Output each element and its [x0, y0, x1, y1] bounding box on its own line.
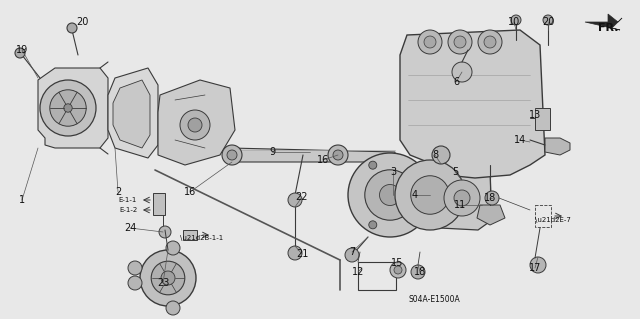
Circle shape: [15, 48, 25, 58]
Text: 13: 13: [529, 110, 541, 120]
Polygon shape: [158, 80, 235, 165]
Circle shape: [288, 193, 302, 207]
Circle shape: [418, 30, 442, 54]
Text: 21: 21: [296, 249, 308, 259]
Text: FR.: FR.: [598, 23, 618, 33]
Text: 14: 14: [514, 135, 526, 145]
Circle shape: [50, 90, 86, 126]
Circle shape: [369, 161, 377, 169]
Text: 7: 7: [349, 247, 355, 257]
Polygon shape: [545, 138, 570, 155]
Circle shape: [67, 23, 77, 33]
Circle shape: [64, 104, 72, 112]
Circle shape: [380, 184, 401, 205]
Text: 16: 16: [317, 155, 329, 165]
Circle shape: [180, 110, 210, 140]
Bar: [183, 230, 197, 240]
Bar: [358, 262, 396, 290]
Circle shape: [166, 241, 180, 255]
Polygon shape: [400, 30, 545, 178]
Circle shape: [454, 190, 470, 206]
Circle shape: [40, 80, 96, 136]
Circle shape: [543, 15, 553, 25]
Circle shape: [369, 221, 377, 229]
Circle shape: [348, 153, 432, 237]
Circle shape: [478, 30, 502, 54]
Circle shape: [333, 150, 343, 160]
Text: \u21d2B-1-1: \u21d2B-1-1: [180, 235, 223, 241]
Circle shape: [448, 30, 472, 54]
Text: E-1-2: E-1-2: [119, 207, 137, 213]
Circle shape: [166, 301, 180, 315]
Text: 9: 9: [269, 147, 275, 157]
Polygon shape: [477, 205, 505, 225]
Circle shape: [128, 276, 142, 290]
Circle shape: [222, 145, 242, 165]
Circle shape: [411, 176, 449, 214]
Circle shape: [511, 15, 521, 25]
Text: 20: 20: [76, 17, 88, 27]
Circle shape: [530, 257, 546, 273]
Text: 11: 11: [454, 200, 466, 210]
Circle shape: [411, 265, 425, 279]
Text: 17: 17: [529, 263, 541, 273]
Circle shape: [328, 145, 348, 165]
Circle shape: [288, 246, 302, 260]
Circle shape: [394, 266, 402, 274]
Circle shape: [159, 226, 171, 238]
Circle shape: [390, 262, 406, 278]
Text: \u21d2E-7: \u21d2E-7: [535, 217, 571, 223]
Circle shape: [420, 191, 428, 199]
Circle shape: [345, 248, 359, 262]
Text: 8: 8: [432, 150, 438, 160]
Text: 19: 19: [16, 45, 28, 55]
Text: 6: 6: [453, 77, 459, 87]
Text: 16: 16: [184, 187, 196, 197]
Circle shape: [128, 261, 142, 275]
Polygon shape: [440, 162, 492, 230]
Text: 2: 2: [115, 187, 121, 197]
Circle shape: [161, 271, 175, 285]
Text: E-1-1: E-1-1: [119, 197, 137, 203]
Text: 12: 12: [352, 267, 364, 277]
Polygon shape: [108, 68, 158, 158]
Circle shape: [452, 62, 472, 82]
Text: 1: 1: [19, 195, 25, 205]
Text: 20: 20: [542, 17, 554, 27]
Text: 24: 24: [124, 223, 136, 233]
Circle shape: [140, 250, 196, 306]
Text: 18: 18: [484, 193, 496, 203]
Text: 23: 23: [157, 278, 169, 288]
Circle shape: [484, 36, 496, 48]
Circle shape: [444, 180, 480, 216]
Polygon shape: [230, 148, 395, 162]
Circle shape: [188, 118, 202, 132]
Text: 22: 22: [296, 192, 308, 202]
Text: 18: 18: [414, 267, 426, 277]
Circle shape: [424, 36, 436, 48]
Polygon shape: [38, 68, 108, 148]
Circle shape: [432, 146, 450, 164]
Circle shape: [365, 170, 415, 220]
Bar: [535, 205, 551, 227]
Polygon shape: [585, 14, 622, 30]
Text: 3: 3: [390, 167, 396, 177]
Bar: [153, 193, 165, 215]
Text: 15: 15: [391, 258, 403, 268]
Polygon shape: [113, 80, 150, 148]
Circle shape: [395, 160, 465, 230]
Circle shape: [227, 150, 237, 160]
Circle shape: [151, 261, 185, 295]
Text: 4: 4: [412, 190, 418, 200]
Text: 10: 10: [508, 17, 520, 27]
Text: 5: 5: [452, 167, 458, 177]
Bar: [535, 108, 550, 130]
Circle shape: [454, 36, 466, 48]
Circle shape: [485, 191, 499, 205]
Text: S04A-E1500A: S04A-E1500A: [408, 295, 460, 305]
